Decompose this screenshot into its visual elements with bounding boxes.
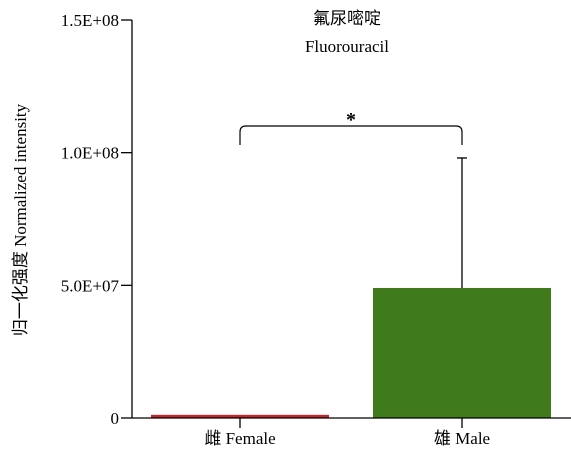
chart-title: 氟尿嘧啶	[313, 9, 381, 28]
x-tick-label-0: 雌 Female	[204, 429, 275, 448]
y-tick-label-1: 5.0E+07	[61, 276, 120, 295]
significance-marker: *	[346, 109, 356, 131]
bar-0	[151, 414, 329, 418]
y-tick-label-2: 1.0E+08	[61, 144, 119, 163]
plot-area: 0 5.0E+07 1.0E+08 1.5E+08 雌 Female 雄 Male *	[61, 11, 571, 448]
y-tick-label-3: 1.5E+08	[61, 11, 119, 30]
bar-1	[373, 287, 551, 418]
significance-bracket	[239, 125, 463, 145]
y-tick-label-0: 0	[111, 409, 120, 428]
x-tick-label-1: 雄 Male	[434, 429, 490, 448]
y-axis-label: 归一化强度 Normalized intensity	[11, 103, 30, 336]
chart-subtitle: Fluorouracil	[305, 37, 389, 56]
